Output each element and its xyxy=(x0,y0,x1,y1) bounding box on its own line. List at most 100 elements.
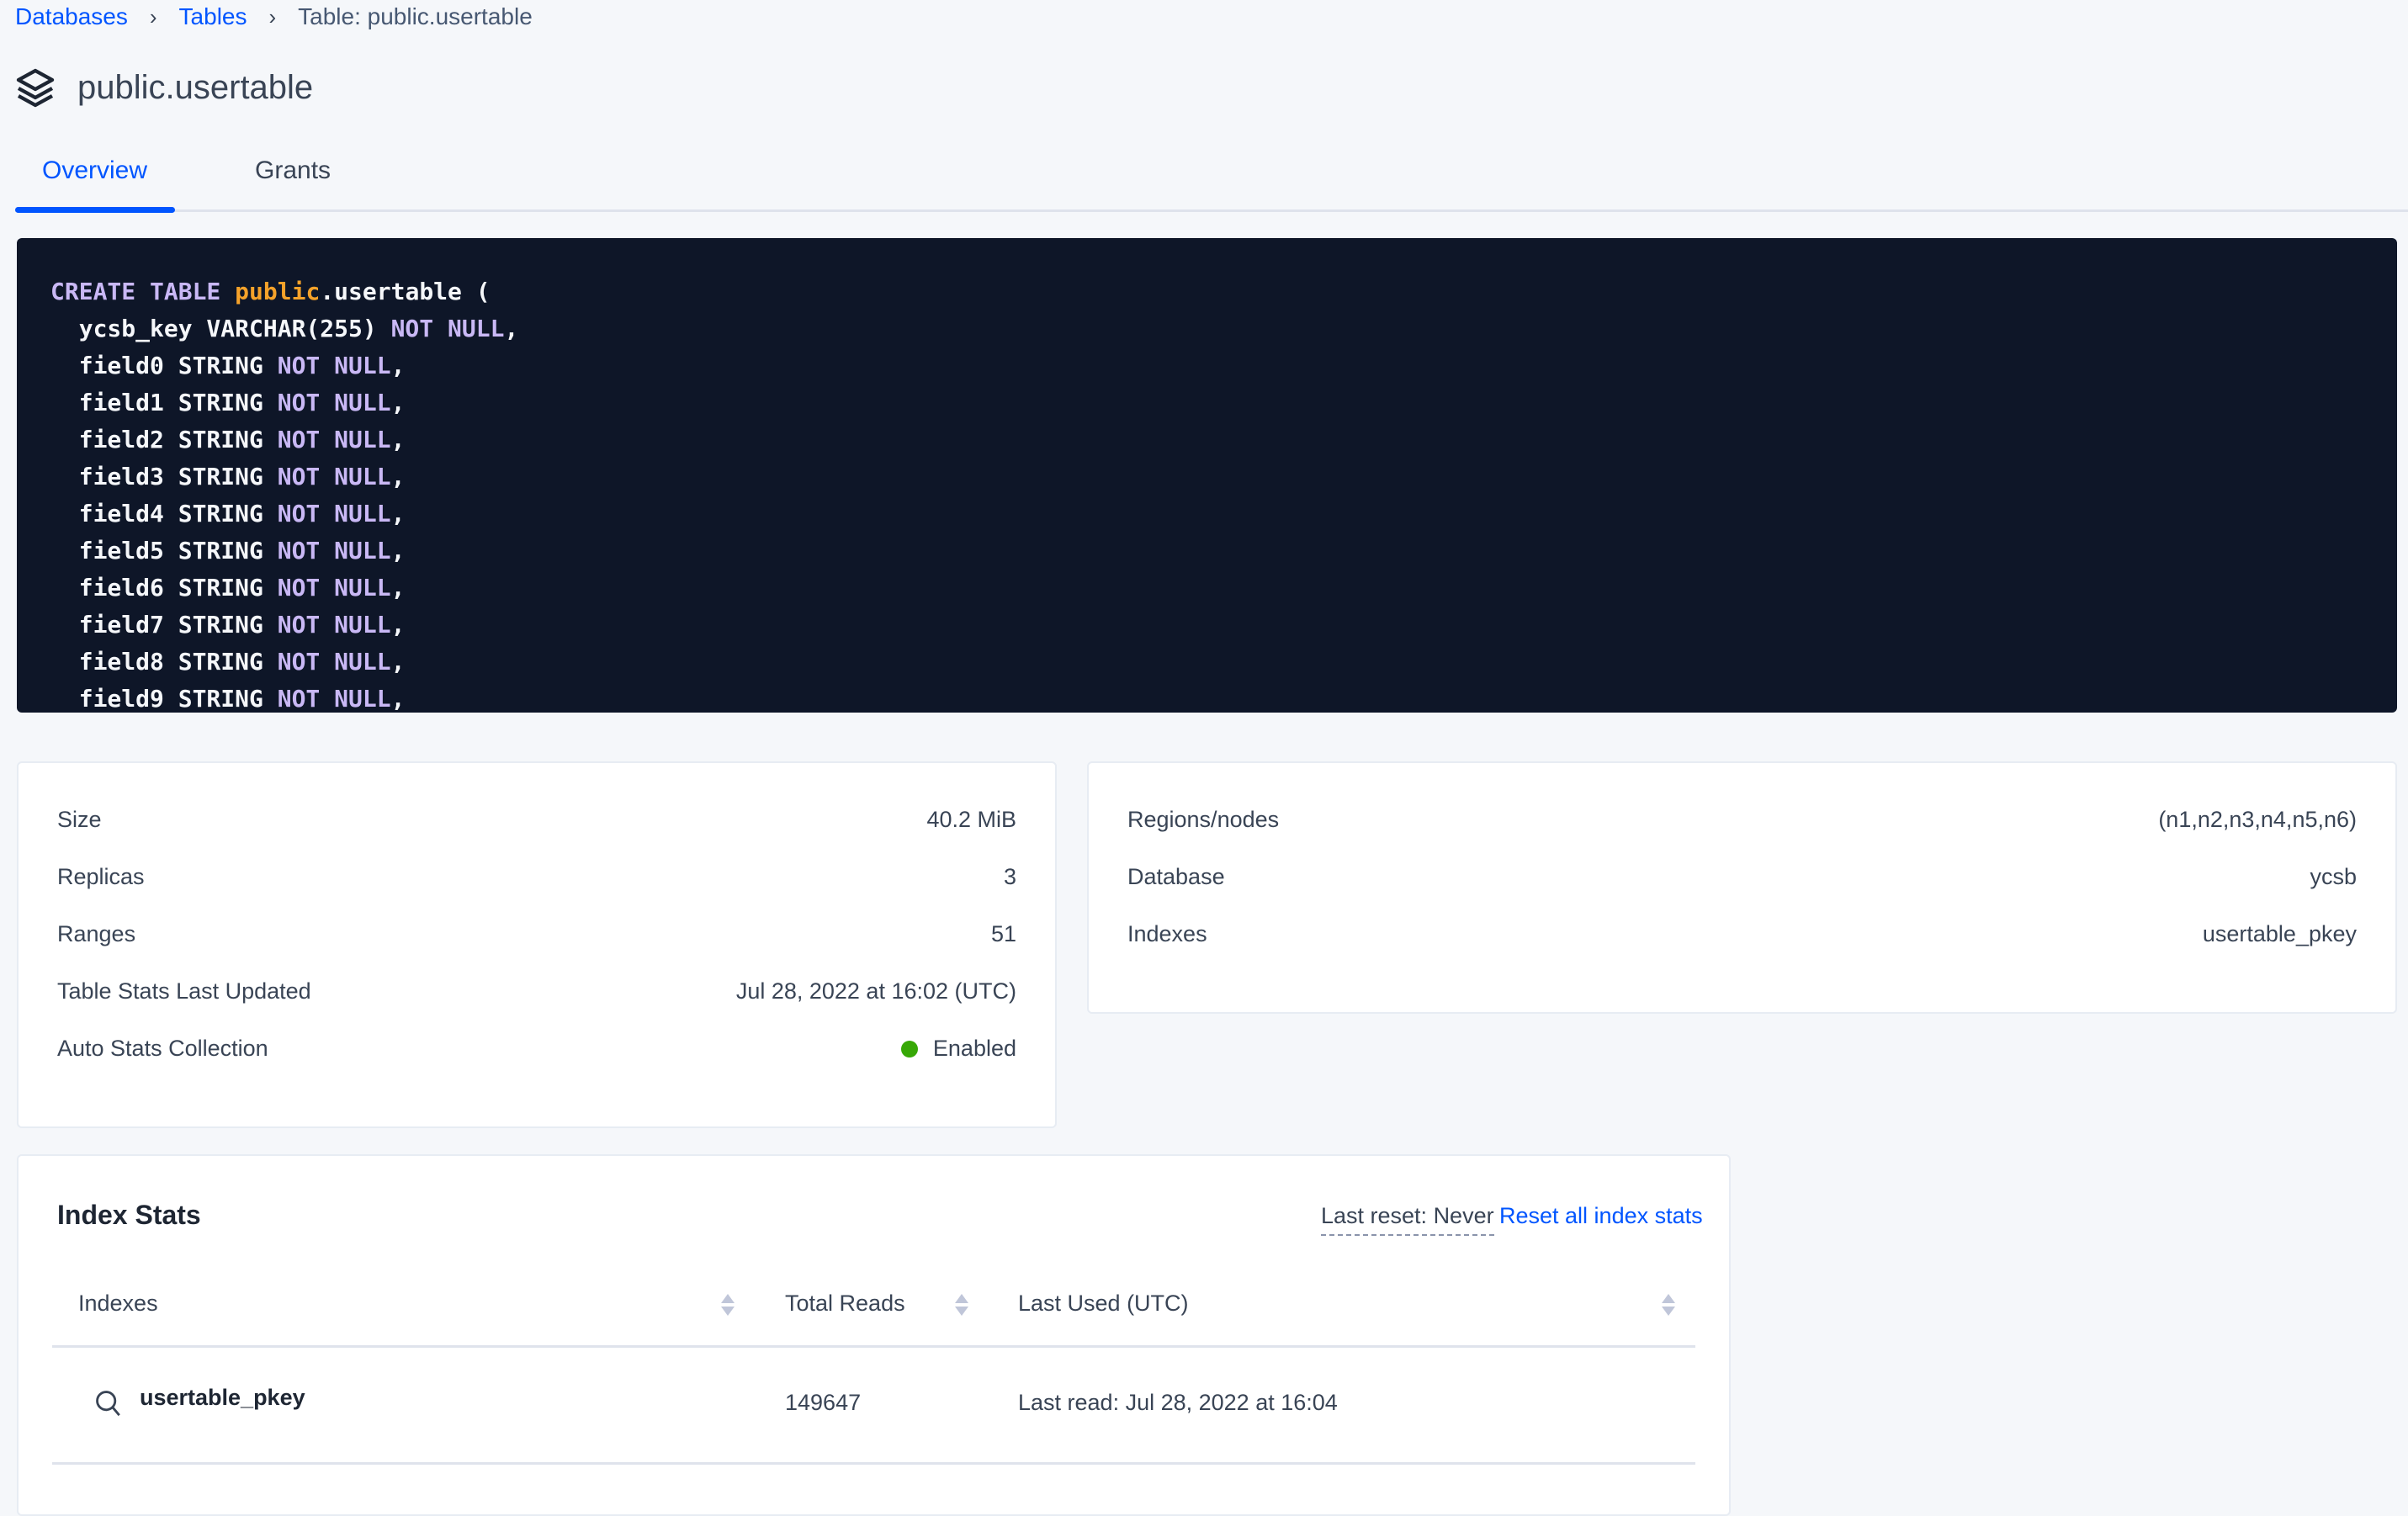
code-token: , xyxy=(390,426,406,453)
code-token: field1 STRING xyxy=(50,389,278,416)
code-token: NOT NULL xyxy=(390,315,505,342)
code-token: field4 STRING xyxy=(50,500,278,527)
code-token: , xyxy=(390,537,406,565)
summary-label: Replicas xyxy=(57,864,145,889)
code-token: NOT NULL xyxy=(277,648,391,676)
search-icon xyxy=(96,1391,120,1417)
summary-label: Ranges xyxy=(57,921,136,946)
column-header-last-used[interactable]: Last Used (UTC) xyxy=(1018,1291,1189,1316)
code-token: field5 STRING xyxy=(50,537,278,565)
last-used-value: Last read: Jul 28, 2022 at 16:04 xyxy=(1018,1390,1338,1415)
code-token: field9 STRING xyxy=(50,685,278,713)
table-location-card: Regions/nodes (n1,n2,n3,n4,n5,n6) Database… xyxy=(1087,761,2397,1014)
summary-row: Auto Stats Collection Enabled xyxy=(57,1036,1016,1062)
breadcrumb: Databases › Tables › Table: public.usert… xyxy=(15,3,533,30)
code-token: , xyxy=(390,611,406,639)
code-line: field0 STRING NOT NULL, xyxy=(50,347,2363,384)
summary-label: Database xyxy=(1127,864,1225,889)
summary-value: 51 xyxy=(991,921,1016,947)
summary-value-text: 40.2 MiB xyxy=(926,807,1016,832)
code-token: public xyxy=(235,278,321,305)
page-header: public.usertable xyxy=(15,67,313,108)
stack-icon xyxy=(16,68,55,108)
code-token: , xyxy=(504,315,519,342)
code-line: CREATE TABLE public.usertable ( xyxy=(50,273,2363,310)
summary-row: Ranges 51 xyxy=(57,921,1016,947)
reset-all-index-stats-link[interactable]: Reset all index stats xyxy=(1499,1203,1703,1228)
summary-value: (n1,n2,n3,n4,n5,n6) xyxy=(2158,807,2357,833)
code-line: field1 STRING NOT NULL, xyxy=(50,384,2363,421)
summary-row: Table Stats Last Updated Jul 28, 2022 at … xyxy=(57,978,1016,1004)
tab-bar: Overview Grants xyxy=(15,150,2408,213)
index-stats-title: Index Stats xyxy=(57,1200,201,1230)
summary-label: Table Stats Last Updated xyxy=(57,978,311,1004)
tab-overview[interactable]: Overview xyxy=(42,156,148,184)
code-token: , xyxy=(390,500,406,527)
table-row: usertable_pkey 149647 Last read: Jul 28,… xyxy=(52,1348,1695,1465)
code-token: NOT NULL xyxy=(277,574,391,602)
code-token: .usertable ( xyxy=(320,278,491,305)
column-header-total-reads[interactable]: Total Reads xyxy=(785,1291,905,1316)
index-stats-card: Index Stats Last reset: Never Reset all … xyxy=(17,1154,1731,1516)
summary-label: Indexes xyxy=(1127,921,1207,946)
code-token: field2 STRING xyxy=(50,426,278,453)
code-token: field7 STRING xyxy=(50,611,278,639)
summary-row: Size 40.2 MiB xyxy=(57,807,1016,833)
summary-value: usertable_pkey xyxy=(2203,921,2357,947)
last-reset-label[interactable]: Last reset: Never xyxy=(1321,1203,1494,1236)
code-token: NOT NULL xyxy=(277,611,391,639)
code-token: ycsb_key VARCHAR(255) xyxy=(50,315,391,342)
tab-grants[interactable]: Grants xyxy=(255,156,331,184)
code-token: , xyxy=(390,463,406,490)
code-token: field0 STRING xyxy=(50,352,278,379)
summary-value-text: Jul 28, 2022 at 16:02 (UTC) xyxy=(735,978,1016,1004)
chevron-right-icon: › xyxy=(268,3,277,29)
code-token: NOT NULL xyxy=(277,426,391,453)
code-line: field5 STRING NOT NULL, xyxy=(50,533,2363,570)
summary-value: Jul 28, 2022 at 16:02 (UTC) xyxy=(736,978,1016,1004)
code-line: field3 STRING NOT NULL, xyxy=(50,459,2363,496)
code-token: field3 STRING xyxy=(50,463,278,490)
index-name-link[interactable]: usertable_pkey xyxy=(140,1385,305,1410)
summary-value: 40.2 MiB xyxy=(926,807,1016,833)
summary-row: Replicas 3 xyxy=(57,864,1016,890)
code-token: NOT NULL xyxy=(277,537,391,565)
summary-value-text: (n1,n2,n3,n4,n5,n6) xyxy=(2158,807,2357,832)
header-divider xyxy=(52,1345,1695,1348)
chevron-right-icon: › xyxy=(149,3,157,29)
code-token: NOT NULL xyxy=(277,685,391,713)
code-token: NOT NULL xyxy=(277,463,391,490)
status-dot-icon xyxy=(900,1041,918,1057)
code-line: field6 STRING NOT NULL, xyxy=(50,570,2363,607)
code-token: , xyxy=(390,685,406,713)
summary-value: ycsb xyxy=(2310,864,2357,890)
code-token: field6 STRING xyxy=(50,574,278,602)
code-token: field8 STRING xyxy=(50,648,278,676)
active-tab-indicator xyxy=(15,207,175,213)
code-line: field8 STRING NOT NULL, xyxy=(50,644,2363,681)
code-token: CREATE TABLE xyxy=(50,278,236,305)
summary-value: 3 xyxy=(1004,864,1016,890)
summary-value-text: 3 xyxy=(1003,864,1016,889)
summary-row: Indexes usertable_pkey xyxy=(1127,921,2357,947)
code-line: field7 STRING NOT NULL, xyxy=(50,607,2363,644)
code-token: NOT NULL xyxy=(277,500,391,527)
breadcrumb-tables[interactable]: Tables xyxy=(178,3,247,29)
breadcrumb-databases[interactable]: Databases xyxy=(15,3,128,29)
summary-value-text: 51 xyxy=(990,921,1016,946)
code-line: field9 STRING NOT NULL, xyxy=(50,681,2363,713)
summary-value-text: ycsb xyxy=(2310,864,2357,889)
summary-row: Database ycsb xyxy=(1127,864,2357,890)
total-reads-value: 149647 xyxy=(785,1390,862,1415)
code-line: field4 STRING NOT NULL, xyxy=(50,496,2363,533)
code-line: ycsb_key VARCHAR(255) NOT NULL, xyxy=(50,310,2363,347)
code-token: , xyxy=(390,648,406,676)
code-token: , xyxy=(390,389,406,416)
summary-value: Enabled xyxy=(900,1036,1016,1062)
code-line: field2 STRING NOT NULL, xyxy=(50,421,2363,459)
code-token: , xyxy=(390,352,406,379)
code-token: , xyxy=(390,574,406,602)
page-title: public.usertable xyxy=(77,68,314,106)
code-token: NOT NULL xyxy=(277,352,391,379)
column-header-indexes[interactable]: Indexes xyxy=(78,1291,158,1316)
